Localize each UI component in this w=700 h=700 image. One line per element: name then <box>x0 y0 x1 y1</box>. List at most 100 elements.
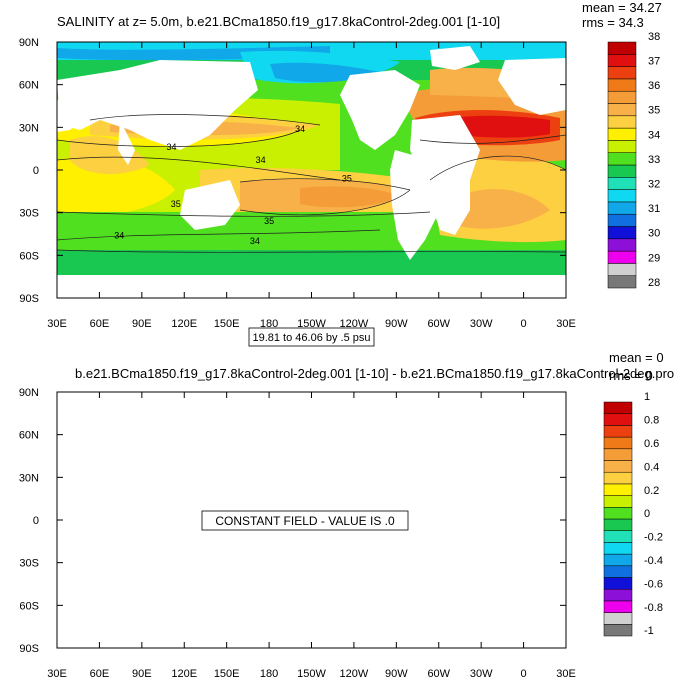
x-tick-label: 30W <box>470 668 493 680</box>
x-tick-label: 150W <box>297 668 326 680</box>
x-tick-label: 30W <box>470 318 493 330</box>
x-tick-label: 60E <box>90 318 110 330</box>
bottom-colorbar: -1 -0.8 -0.6 -0.4 -0.2 0 0.2 0.4 0.6 0.8 1 <box>603 391 663 637</box>
colorbar-swatch <box>607 201 637 215</box>
x-tick-label: 30E <box>556 668 576 680</box>
colorbar-label: 30 <box>648 228 660 240</box>
colorbar-swatch <box>603 471 633 485</box>
x-tick-label: 60W <box>427 318 450 330</box>
colorbar-swatch <box>607 177 637 190</box>
constant-field-label: CONSTANT FIELD - VALUE IS .0 <box>215 514 395 528</box>
contour-label: 35 <box>264 216 274 226</box>
colorbar-label: 0.8 <box>644 415 659 427</box>
x-tick-label: 90W <box>385 668 408 680</box>
contour-label: 35 <box>342 174 352 184</box>
top-title: SALINITY at z= 5.0m, b.e21.BCma1850.f19_… <box>57 14 500 29</box>
bottom-rms-label: rms = 0 <box>609 368 653 383</box>
x-tick-label: 120W <box>340 318 369 330</box>
salinity-map: 34 34 34 35 35 35 34 34 <box>57 42 566 298</box>
x-tick-label: 90E <box>132 318 152 330</box>
x-tick-label: 90E <box>132 668 152 680</box>
colorbar-swatch <box>603 507 633 520</box>
x-tick-label: 120W <box>340 668 369 680</box>
colorbar-label: 38 <box>648 31 660 43</box>
colorbar-swatch <box>603 600 633 613</box>
bottom-mean-label: mean = 0 <box>609 350 664 365</box>
y-tick-label: 0 <box>33 165 39 177</box>
x-tick-label: 30E <box>556 318 576 330</box>
colorbar-swatch <box>607 115 637 129</box>
colorbar-label: 1 <box>644 391 650 403</box>
x-tick-label: 0 <box>521 318 527 330</box>
colorbar-label: -0.6 <box>644 578 663 590</box>
colorbar-label: 35 <box>648 105 660 117</box>
colorbar-label: 0.4 <box>644 461 659 473</box>
top-axes: 30E 60E 90E 120E 150E 180 150W 120W 90W 60W 30W 0 30… <box>19 37 576 330</box>
contour-label: 34 <box>256 155 266 165</box>
y-tick-label: 60N <box>19 430 39 442</box>
land-mask <box>57 46 566 298</box>
colorbar-swatch <box>607 164 637 178</box>
x-tick-label: 30E <box>47 668 67 680</box>
colorbar-label: 33 <box>648 154 660 166</box>
colorbar-label: -0.4 <box>644 555 663 567</box>
colorbar-swatch <box>607 103 637 117</box>
y-tick-label: 60N <box>19 80 39 92</box>
colorbar-label: 31 <box>648 203 660 215</box>
colorbar-swatch <box>603 612 633 625</box>
colorbar-label: 0 <box>644 508 650 520</box>
colorbar-swatch <box>603 530 633 543</box>
contour-label: 34 <box>250 236 260 246</box>
colorbar-swatch <box>607 189 637 203</box>
colorbar-swatch <box>607 152 637 166</box>
contour-lines <box>57 114 566 253</box>
colorbar-swatch <box>603 460 633 473</box>
colorbar-swatch <box>607 66 637 80</box>
x-tick-label: 150E <box>214 668 240 680</box>
colorbar-swatch <box>607 127 637 141</box>
colorbar-swatch <box>607 275 637 289</box>
colorbar-label: 32 <box>648 178 660 190</box>
colorbar-swatch <box>603 518 633 531</box>
y-tick-label: 60S <box>19 250 39 262</box>
contour-label: 34 <box>114 230 124 240</box>
colorbar-swatch <box>607 226 637 240</box>
x-tick-label: 0 <box>521 668 527 680</box>
colorbar-label: 36 <box>648 80 660 92</box>
colorbar-swatch <box>607 263 637 276</box>
difference-panel: b.e21.BCma1850.f19_g17.8kaControl-2deg.0… <box>19 350 674 680</box>
contour-label: 35 <box>171 199 181 209</box>
colorbar-label: 29 <box>648 252 660 264</box>
colorbar-swatch <box>607 238 637 252</box>
colorbar-swatch <box>603 565 633 578</box>
colorbar-label: 0.6 <box>644 438 659 450</box>
top-mean-label: mean = 34.27 <box>582 0 662 15</box>
x-tick-label: 30E <box>47 318 67 330</box>
constant-field-box <box>201 510 409 531</box>
colorbar-swatch <box>603 413 633 426</box>
colorbar-label: 34 <box>648 129 660 141</box>
colorbar-swatch <box>603 588 633 602</box>
colorbar-label: 0.2 <box>644 485 659 497</box>
bottom-title: b.e21.BCma1850.f19_g17.8kaControl-2deg.0… <box>75 366 674 381</box>
colorbar-label: -1 <box>644 625 654 637</box>
y-tick-label: 30S <box>19 208 39 220</box>
x-tick-label: 120E <box>171 318 197 330</box>
x-tick-label: 60W <box>427 668 450 680</box>
x-tick-label: 60E <box>90 668 110 680</box>
colorbar-swatch <box>603 436 633 450</box>
colorbar-swatch <box>603 577 633 590</box>
colorbar-label: 37 <box>648 55 660 67</box>
y-tick-label: 0 <box>33 515 39 527</box>
contour-info-label: 19.81 to 46.06 by .5 psu <box>252 332 370 344</box>
contour-info-box <box>248 327 375 347</box>
colorbar-swatch <box>603 401 633 414</box>
colorbar-swatch <box>603 483 633 496</box>
bottom-axes: 30E 60E 90E 120E 150E 180 150W 120W 90W 60W 30W 0 30… <box>19 387 576 680</box>
x-tick-label: 150W <box>297 318 326 330</box>
colorbar-swatch <box>603 495 633 508</box>
colorbar-swatch <box>603 448 633 461</box>
contour-label: 34 <box>167 142 177 152</box>
y-tick-label: 90N <box>19 387 39 399</box>
